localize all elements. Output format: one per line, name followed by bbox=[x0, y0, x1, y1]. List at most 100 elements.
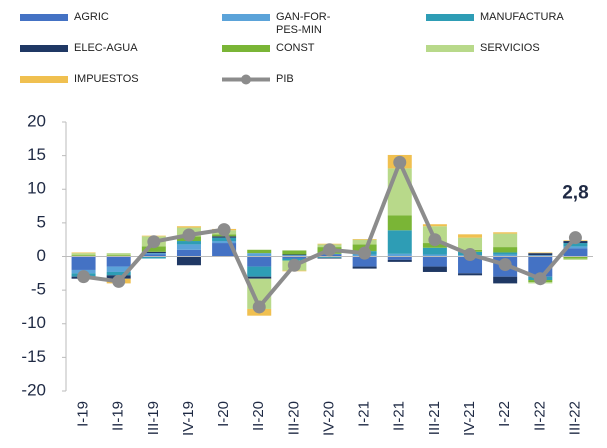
bar bbox=[563, 243, 588, 247]
y-tick-label: 20 bbox=[27, 111, 46, 130]
bar bbox=[176, 256, 201, 266]
bar bbox=[71, 255, 96, 257]
x-tick-label: III-22 bbox=[566, 401, 583, 435]
bar bbox=[176, 244, 201, 250]
bar bbox=[493, 247, 518, 253]
point bbox=[463, 247, 477, 261]
point bbox=[112, 274, 126, 288]
point bbox=[533, 272, 547, 286]
legend-swatch bbox=[222, 14, 270, 21]
bar bbox=[422, 254, 447, 257]
legend-swatch bbox=[20, 45, 68, 52]
bar bbox=[352, 266, 377, 269]
bar bbox=[212, 237, 237, 242]
y-tick-label: -5 bbox=[31, 280, 46, 299]
x-tick-label: III-21 bbox=[426, 401, 443, 435]
bar bbox=[493, 254, 518, 257]
legend-item: CONST bbox=[222, 42, 348, 55]
bar bbox=[71, 253, 96, 256]
x-tick-label: IV-20 bbox=[320, 401, 337, 436]
bar bbox=[247, 266, 272, 277]
point bbox=[147, 235, 161, 249]
legend-item: ELEC-AGUA bbox=[20, 42, 146, 55]
legend-swatch bbox=[20, 14, 68, 21]
y-tick-label: 10 bbox=[27, 179, 46, 198]
bar bbox=[493, 252, 518, 255]
y-tick-label: -20 bbox=[21, 380, 46, 399]
legend-label: MANUFACTURA bbox=[480, 11, 564, 23]
legend-swatch bbox=[426, 45, 474, 52]
point bbox=[252, 300, 266, 314]
bar bbox=[71, 252, 96, 254]
bar bbox=[458, 273, 483, 276]
bar bbox=[317, 256, 342, 258]
bar bbox=[141, 251, 166, 254]
point bbox=[77, 270, 91, 284]
x-tick-label: II-21 bbox=[391, 401, 408, 431]
bar bbox=[106, 255, 131, 257]
bar bbox=[176, 226, 201, 228]
x-tick-label: III-20 bbox=[285, 401, 302, 435]
bar bbox=[317, 257, 342, 259]
bar bbox=[493, 276, 518, 284]
bar bbox=[387, 259, 412, 262]
bar bbox=[106, 256, 131, 267]
point bbox=[287, 258, 301, 272]
point bbox=[428, 233, 442, 247]
bar bbox=[387, 230, 412, 254]
legend-marker bbox=[241, 74, 251, 85]
data-label: 2,8 bbox=[562, 183, 588, 204]
bar bbox=[422, 266, 447, 272]
x-tick-label: II-20 bbox=[250, 401, 267, 431]
bar bbox=[352, 239, 377, 240]
x-tick-label: IV-21 bbox=[461, 401, 478, 436]
point bbox=[498, 258, 512, 272]
legend-item: IMPUESTOS bbox=[20, 73, 146, 86]
bar bbox=[387, 256, 412, 260]
legend-item: MANUFACTURA bbox=[426, 11, 564, 24]
legend-label: CONST bbox=[276, 42, 315, 54]
bar bbox=[422, 224, 447, 227]
legend-label: SERVICIOS bbox=[480, 42, 540, 54]
legend-label: IMPUESTOS bbox=[74, 73, 139, 85]
legend-swatch bbox=[20, 76, 68, 83]
legend-item: SERVICIOS bbox=[426, 42, 552, 55]
x-tick-label: I-21 bbox=[356, 401, 373, 427]
bar bbox=[282, 255, 307, 257]
x-tick-label: I-20 bbox=[215, 401, 232, 427]
x-tick-label: II-19 bbox=[110, 401, 127, 431]
y-tick-label: -10 bbox=[21, 313, 46, 332]
bar bbox=[458, 256, 483, 274]
x-tick-label: II-22 bbox=[531, 401, 548, 431]
bar bbox=[563, 258, 588, 260]
bar bbox=[282, 256, 307, 259]
bar bbox=[528, 252, 553, 254]
bar bbox=[528, 255, 553, 257]
bar bbox=[282, 254, 307, 256]
bar bbox=[352, 256, 377, 267]
bar bbox=[141, 254, 166, 257]
bar bbox=[352, 239, 377, 245]
legend-item: AGRIC bbox=[20, 11, 146, 24]
bar bbox=[422, 247, 447, 255]
point bbox=[323, 243, 336, 257]
legend-item: PIB bbox=[222, 73, 348, 86]
bar bbox=[106, 253, 131, 256]
legend-swatch bbox=[222, 74, 270, 85]
bar bbox=[422, 256, 447, 267]
bar bbox=[212, 236, 237, 238]
bar bbox=[387, 168, 412, 216]
legend-item: GAN-FOR-PES-MIN bbox=[222, 11, 348, 37]
bar bbox=[71, 256, 96, 270]
point bbox=[182, 228, 196, 242]
bar bbox=[493, 232, 518, 234]
y-tick-label: 5 bbox=[37, 212, 46, 231]
point bbox=[568, 231, 582, 245]
bar bbox=[563, 248, 588, 257]
bar bbox=[141, 256, 166, 259]
bar bbox=[247, 249, 272, 254]
bar bbox=[493, 233, 518, 248]
legend-label: AGRIC bbox=[74, 11, 109, 23]
legend-label: PIB bbox=[276, 73, 294, 85]
y-tick-label: 0 bbox=[37, 246, 46, 265]
